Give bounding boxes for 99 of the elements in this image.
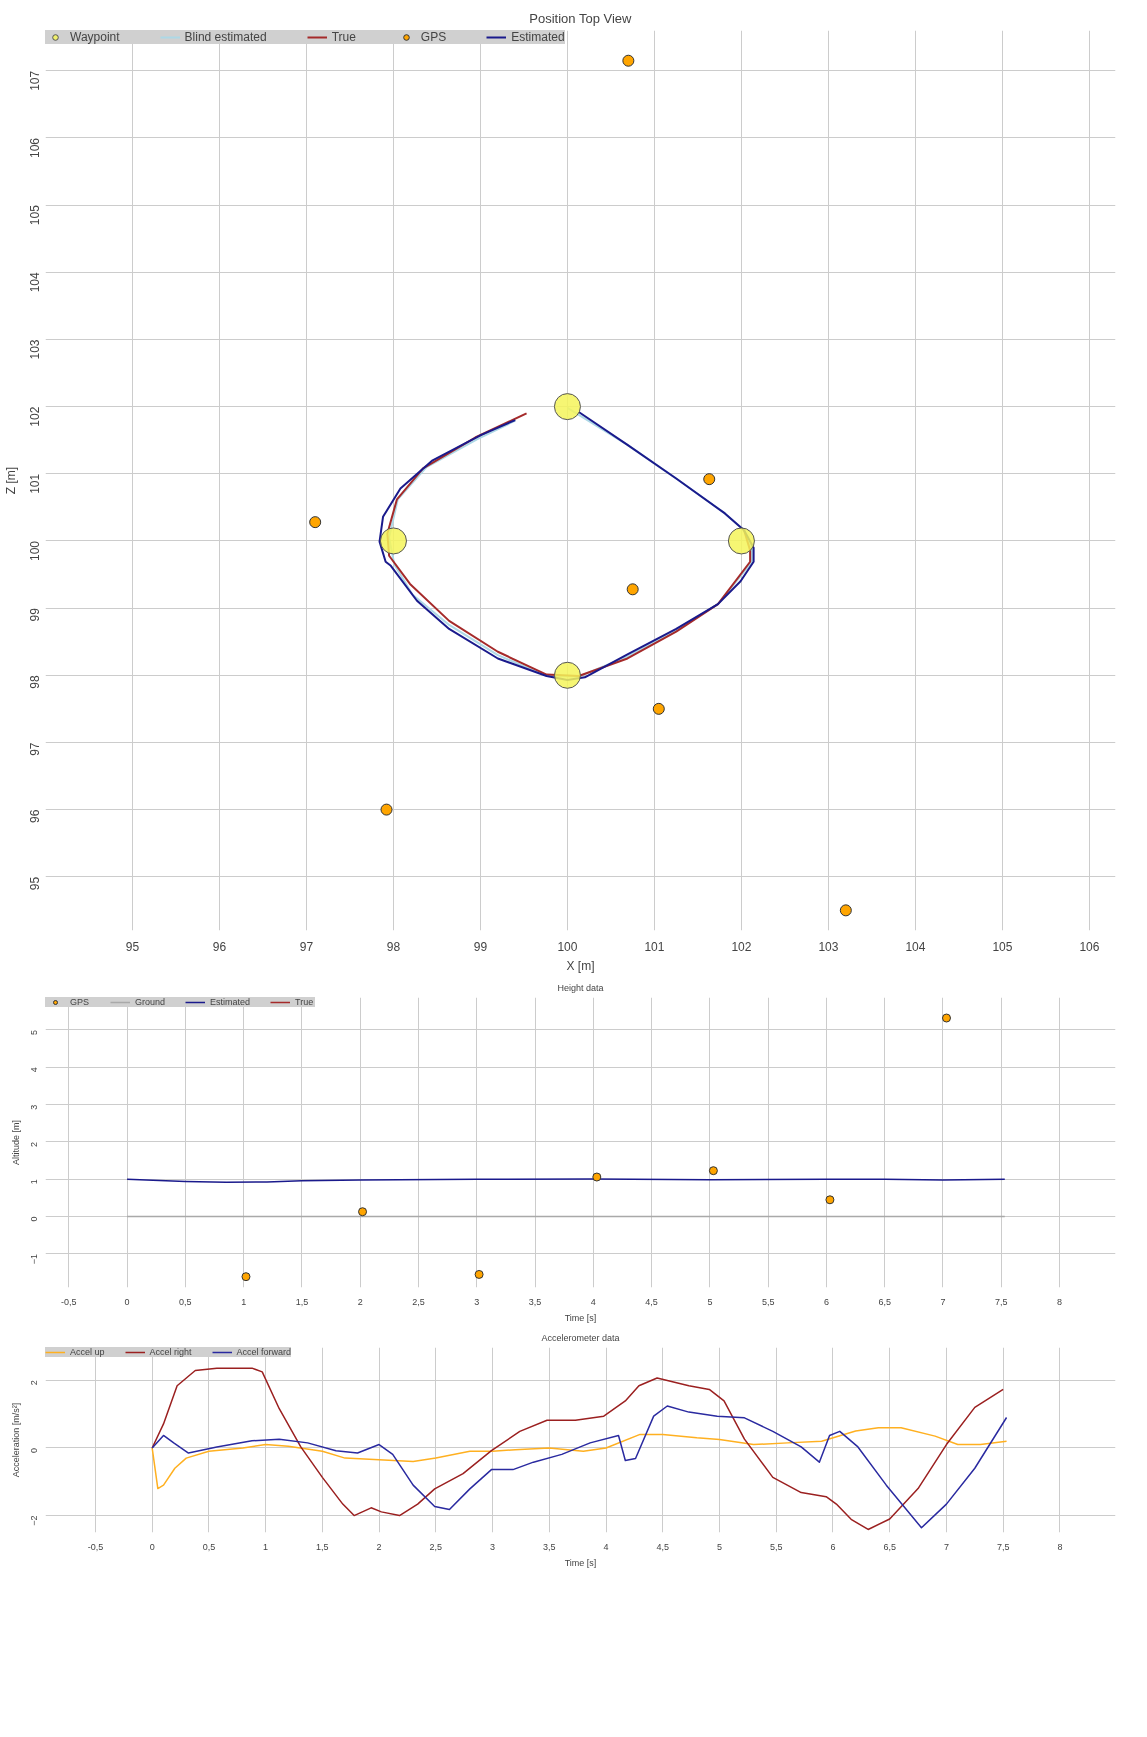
y-tick-label: 4 (29, 1067, 40, 1073)
legend-label: Waypoint (70, 30, 120, 44)
x-tick-label: 103 (818, 939, 839, 954)
y-tick-label: 2 (29, 1141, 40, 1147)
legend-label: Estimated (210, 997, 251, 1007)
x-tick-label: 0,5 (179, 1296, 192, 1307)
x-tick-label: 0 (124, 1296, 130, 1307)
y-tick-label: 97 (28, 742, 42, 756)
x-tick-label: 97 (299, 939, 314, 954)
x-tick-label: 5,5 (761, 1296, 775, 1307)
y-tick-label: −2 (29, 1515, 40, 1526)
legend-label: Blind estimated (184, 30, 267, 44)
x-tick-label: 5,5 (769, 1541, 783, 1552)
point (708, 1166, 718, 1176)
x-tick-label: 3 (474, 1296, 480, 1307)
x-tick-label: -0,5 (61, 1296, 77, 1307)
y-tick-label: 0 (29, 1216, 40, 1222)
y-tick-label: 2 (29, 1380, 40, 1386)
y-tick-label: 107 (28, 70, 42, 91)
legend-label: True (295, 997, 315, 1007)
x-tick-label: 8 (1057, 1541, 1063, 1552)
x-tick-label: 101 (644, 939, 665, 954)
x-tick-label: 2 (376, 1541, 382, 1552)
point (474, 1269, 484, 1279)
y-tick-label: 1 (29, 1179, 40, 1185)
y-tick-label: 103 (28, 339, 42, 360)
x-tick-label: 99 (473, 939, 488, 954)
x-tick-label: 4 (603, 1541, 609, 1552)
x-tick-label: 2 (357, 1296, 363, 1307)
x-tick-label: 96 (212, 939, 227, 954)
x-tick-label: -0,5 (87, 1541, 104, 1552)
x-tick-label: 1 (241, 1296, 247, 1307)
y-axis-title: Acceleration [m/s²] (10, 1402, 21, 1478)
x-tick-label: 6 (823, 1296, 829, 1307)
y-tick-label: 100 (28, 540, 42, 561)
y-tick-label: −1 (29, 1253, 40, 1265)
x-tick-label: 5 (707, 1296, 713, 1307)
x-tick-label: 1,5 (295, 1296, 309, 1307)
x-tick-label: 7,5 (995, 1296, 1008, 1307)
y-axis-title: Z [m] (3, 466, 18, 495)
chart-title: Position Top View (529, 10, 633, 26)
legend-label: Estimated (511, 30, 565, 44)
x-axis-title: X [m] (566, 958, 595, 973)
y-tick-label: 98 (28, 674, 42, 689)
x-tick-label: 4 (590, 1296, 596, 1307)
x-tick-label: 2,5 (429, 1541, 443, 1552)
legend-label: Accel forward (236, 1347, 292, 1357)
y-tick-label: 102 (28, 406, 42, 427)
x-tick-label: 4,5 (656, 1541, 670, 1552)
x-tick-label: 6 (830, 1541, 836, 1552)
chart-title: Height data (557, 982, 604, 993)
y-tick-label: 104 (28, 271, 42, 293)
x-tick-label: 5 (717, 1541, 723, 1552)
point (825, 1195, 835, 1205)
legend-label: True (331, 30, 356, 44)
point (358, 1207, 368, 1217)
x-tick-label: 3,5 (543, 1541, 556, 1552)
y-axis-title: Altitude [m] (10, 1119, 21, 1166)
chart-title: Accelerometer data (541, 1332, 620, 1343)
x-tick-label: 1,5 (316, 1541, 329, 1552)
x-tick-label: 95 (125, 939, 140, 954)
y-tick-label: 99 (28, 607, 42, 622)
y-tick-label: 105 (28, 204, 42, 226)
x-tick-label: 3,5 (528, 1296, 542, 1307)
x-tick-label: 8 (1057, 1296, 1063, 1307)
x-tick-label: 4,5 (645, 1296, 658, 1307)
x-tick-label: 7 (940, 1296, 946, 1307)
legend-label: GPS (70, 997, 90, 1007)
x-tick-label: 6,5 (878, 1296, 891, 1307)
x-tick-label: 3 (490, 1541, 496, 1552)
x-tick-label: 104 (905, 939, 926, 954)
y-tick-label: 95 (28, 876, 42, 891)
x-tick-label: 6,5 (883, 1541, 896, 1552)
x-tick-label: 2,5 (412, 1296, 425, 1307)
x-tick-label: 105 (992, 939, 1013, 954)
x-axis-title: Time [s] (564, 1557, 597, 1568)
point (241, 1272, 251, 1282)
x-tick-label: 0,5 (202, 1541, 216, 1552)
x-tick-label: 1 (263, 1541, 269, 1552)
x-tick-label: 0 (149, 1541, 155, 1552)
x-tick-label: 102 (731, 939, 752, 954)
y-tick-label: 3 (29, 1104, 40, 1110)
x-tick-label: 98 (386, 939, 401, 954)
legend-label: Ground (135, 997, 166, 1007)
y-tick-label: 101 (28, 473, 42, 494)
legend-label: Accel up (70, 1347, 105, 1357)
point (941, 1013, 951, 1023)
x-tick-label: 106 (1079, 939, 1100, 954)
x-tick-label: 7,5 (996, 1541, 1010, 1552)
x-tick-label: 100 (557, 939, 578, 954)
x-tick-label: 7 (943, 1541, 949, 1552)
y-tick-label: 0 (29, 1447, 40, 1453)
x-axis-title: Time [s] (564, 1312, 597, 1323)
point (592, 1172, 602, 1182)
y-tick-label: 5 (29, 1029, 40, 1035)
y-tick-label: 106 (28, 137, 42, 158)
y-tick-label: 96 (28, 809, 42, 823)
legend-label: Accel right (149, 1347, 192, 1357)
legend-label: GPS (420, 30, 447, 44)
